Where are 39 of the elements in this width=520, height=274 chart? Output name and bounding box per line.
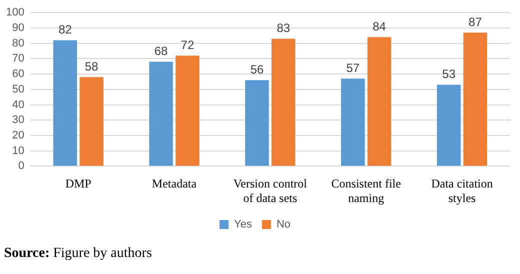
y-tick-label: 80 [12, 37, 24, 50]
bar [341, 78, 365, 166]
y-tick-label: 90 [12, 22, 24, 34]
data-label: 68 [154, 44, 168, 58]
y-tick-label: 0 [18, 160, 24, 172]
x-tick-label: Data citation styles [431, 176, 493, 205]
y-tick-label: 40 [12, 98, 24, 111]
bar [53, 40, 77, 166]
y-tick-label: 50 [12, 83, 24, 96]
data-label: 56 [250, 62, 264, 76]
y-tick-label: 60 [12, 68, 24, 80]
legend-label: Yes [234, 218, 252, 231]
bar [176, 56, 200, 166]
y-tick-label: 20 [12, 130, 24, 142]
bar [367, 37, 392, 166]
data-label: 83 [276, 21, 290, 36]
x-tick-label: Version control of data sets [233, 176, 308, 205]
data-label: 84 [372, 19, 386, 34]
data-label: 53 [442, 67, 456, 82]
y-tick-label: 100 [6, 6, 24, 19]
bar [149, 62, 173, 166]
bar [463, 32, 488, 166]
bar [271, 38, 296, 166]
source-note: Source: Figure by authors [4, 246, 153, 262]
data-label: 87 [468, 14, 482, 29]
y-tick-label: 70 [12, 52, 24, 65]
y-tick-label: 30 [12, 114, 24, 126]
y-tick-label: 10 [12, 144, 24, 157]
legend-label: No [276, 218, 291, 231]
x-tick-label: DMP [65, 176, 92, 191]
data-label: 57 [346, 60, 360, 75]
bar [436, 84, 461, 166]
x-tick-label: Consistent file naming [331, 176, 401, 205]
data-label: 82 [58, 22, 72, 37]
data-label: 72 [180, 38, 194, 52]
bar [80, 77, 104, 166]
x-tick-label: Metadata [152, 176, 198, 191]
bar [245, 80, 269, 166]
data-label: 58 [84, 59, 98, 74]
